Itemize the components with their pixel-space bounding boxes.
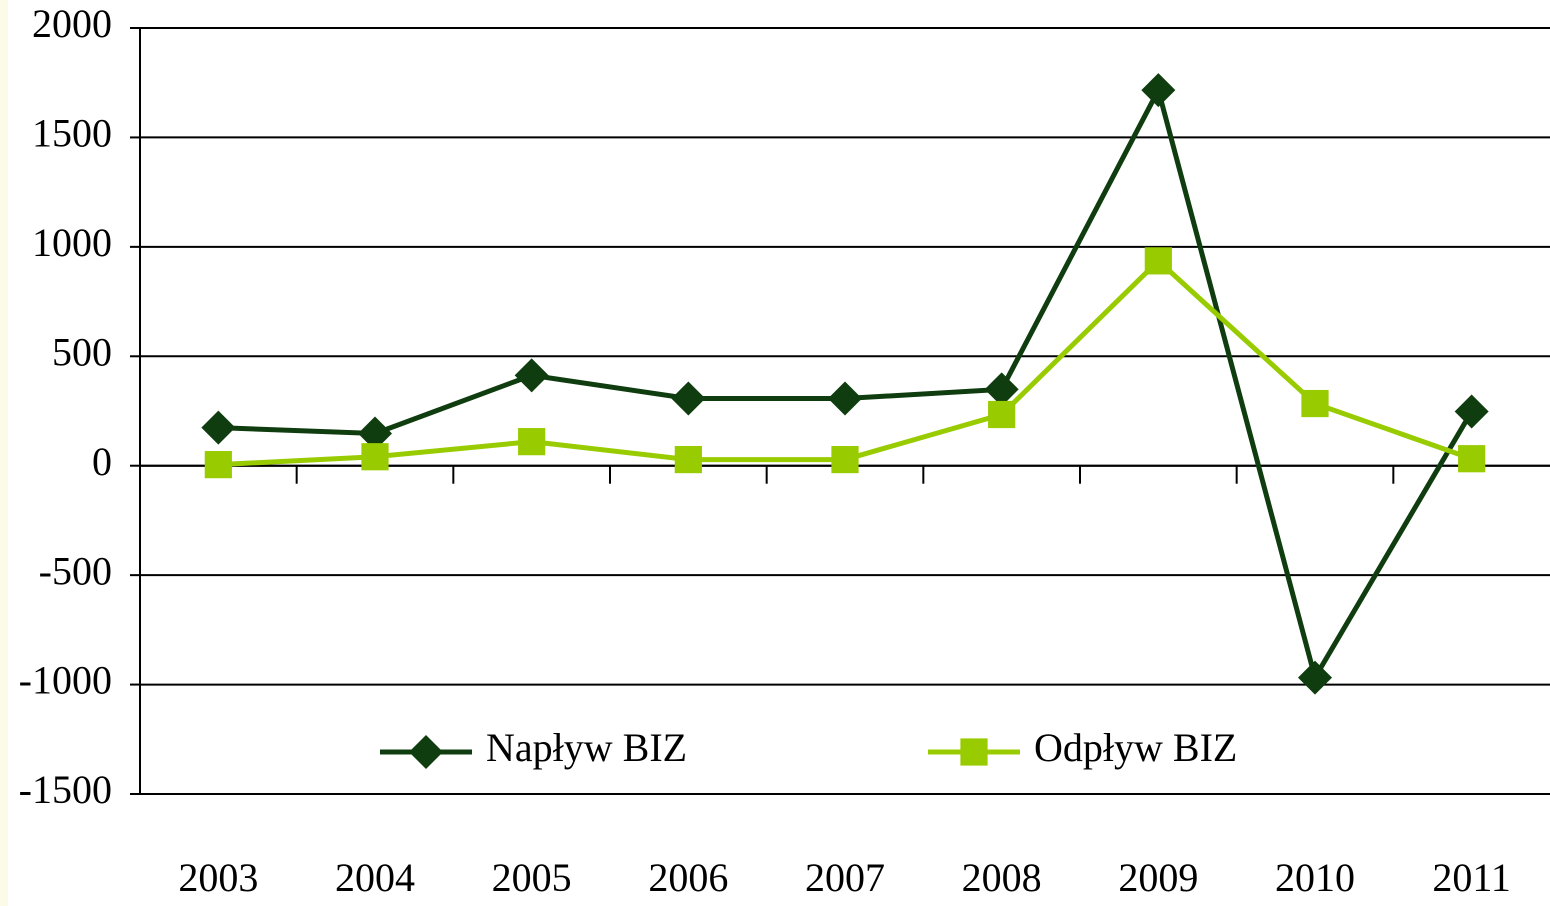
legend-label: Napływ BIZ xyxy=(486,725,687,770)
y-tick-label: 1000 xyxy=(32,220,112,265)
x-tick-label: 2006 xyxy=(648,855,728,900)
marker xyxy=(1141,73,1176,108)
x-tick-label: 2010 xyxy=(1275,855,1355,900)
y-tick-label: -1500 xyxy=(19,767,112,812)
page-edge xyxy=(0,0,8,906)
marker xyxy=(960,738,988,766)
marker xyxy=(988,400,1016,429)
marker xyxy=(514,358,549,393)
marker xyxy=(674,445,702,474)
marker xyxy=(201,410,236,445)
marker xyxy=(1298,660,1332,695)
marker xyxy=(518,428,546,456)
x-tick-label: 2007 xyxy=(805,855,885,900)
marker xyxy=(1301,389,1329,418)
y-tick-label: -1000 xyxy=(19,658,112,703)
y-tick-label: 500 xyxy=(52,329,112,374)
marker xyxy=(409,735,443,769)
marker xyxy=(828,381,862,416)
x-tick-label: 2003 xyxy=(178,855,258,900)
y-tick-label: 2000 xyxy=(32,1,112,46)
y-tick-label: 0 xyxy=(92,439,112,484)
marker xyxy=(204,451,232,479)
marker xyxy=(831,445,859,474)
marker xyxy=(671,381,706,416)
marker xyxy=(358,416,392,451)
x-tick-label: 2008 xyxy=(962,855,1042,900)
marker xyxy=(1458,445,1486,473)
legend-label: Odpływ BIZ xyxy=(1034,725,1237,770)
y-tick-label: -500 xyxy=(39,548,112,593)
x-tick-label: 2011 xyxy=(1432,855,1511,900)
marker xyxy=(1454,394,1489,429)
marker xyxy=(361,443,389,471)
y-tick-label: 1500 xyxy=(32,111,112,156)
x-tick-label: 2005 xyxy=(492,855,572,900)
x-tick-label: 2004 xyxy=(335,855,415,900)
marker xyxy=(1144,247,1172,275)
series-line xyxy=(218,257,1473,468)
marker xyxy=(984,372,1019,407)
x-tick-label: 2009 xyxy=(1118,855,1198,900)
